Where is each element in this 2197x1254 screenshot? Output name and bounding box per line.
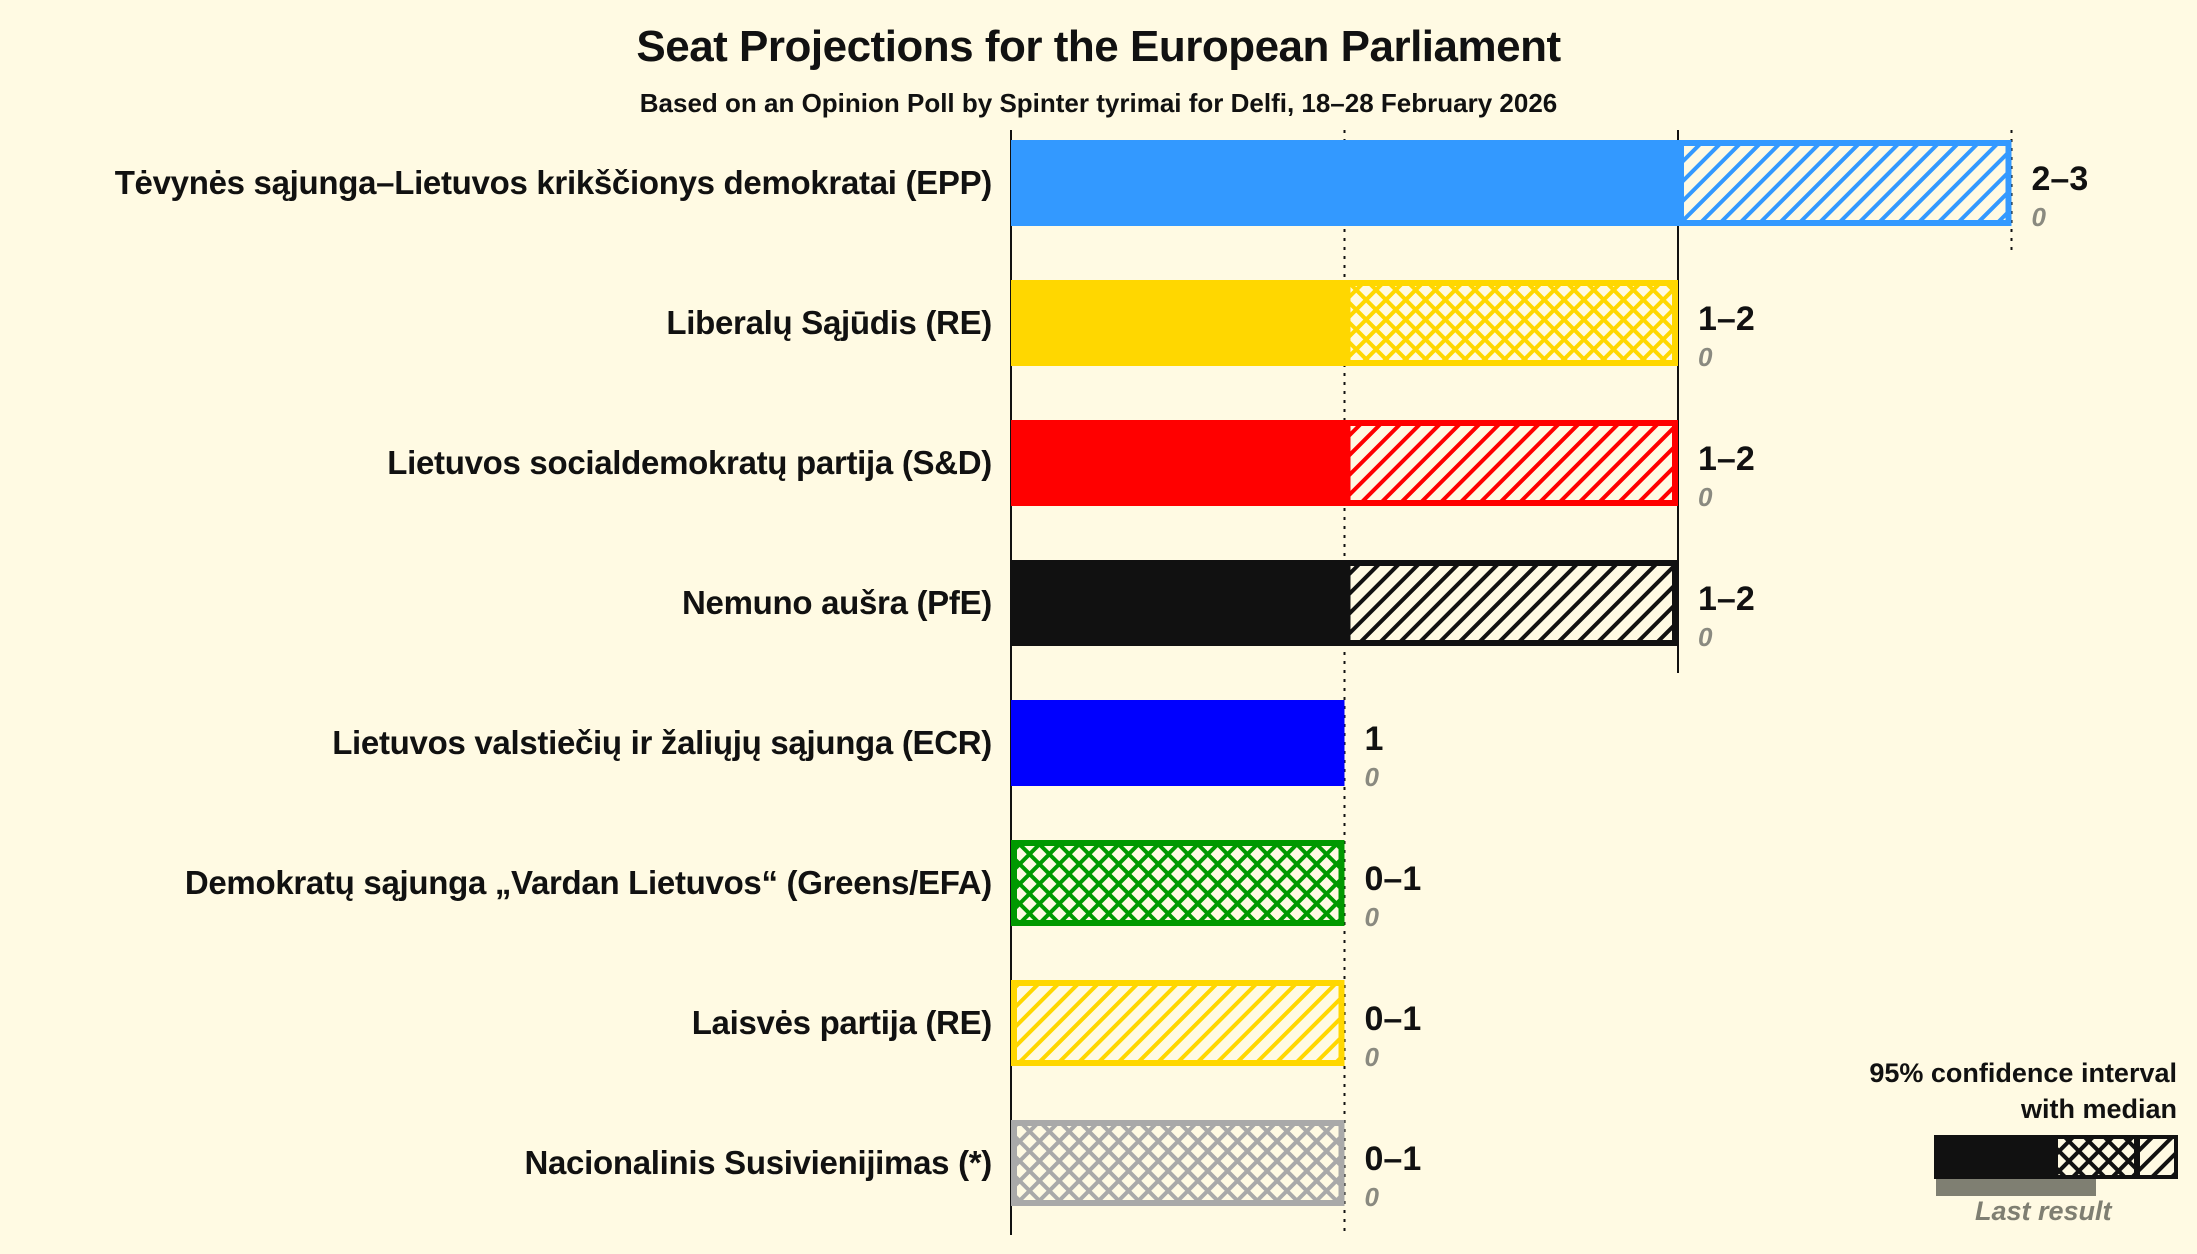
ci-lower-solid-bar — [1011, 420, 1345, 506]
legend-solid-bar — [1934, 1135, 2054, 1179]
last-result-label: 0 — [1698, 342, 1713, 372]
party-name-label: Demokratų sąjunga „Vardan Lietuvos“ (Gre… — [184, 864, 992, 901]
legend-line-1: 95% confidence interval — [1869, 1058, 2177, 1088]
last-result-label: 0 — [1698, 482, 1713, 512]
ci-lower-solid-bar — [1011, 140, 1678, 226]
party-name-label: Nacionalinis Susivienijimas (*) — [524, 1144, 992, 1181]
party-name-label: Liberalų Sąjūdis (RE) — [666, 304, 992, 341]
ci-to-median-crosshatch — [1011, 840, 1345, 926]
seat-range-label: 0–1 — [1364, 860, 1422, 898]
seat-range-label: 0–1 — [1364, 1000, 1422, 1038]
last-result-label: 0 — [1364, 1042, 1379, 1072]
party-bar-group — [1011, 1120, 1345, 1206]
party-bar-group — [1011, 420, 1678, 506]
party-bar-group — [1011, 980, 1345, 1066]
legend-hatch-bar — [2136, 1135, 2178, 1179]
median-to-ci-upper-hatch — [1344, 560, 1678, 646]
legend-crosshatch-bar — [2054, 1135, 2138, 1179]
party-bar-group — [1011, 700, 1345, 786]
party-bar-group — [1011, 280, 1678, 366]
party-bar-group — [1011, 140, 2012, 226]
party-bar-group — [1011, 560, 1678, 646]
party-name-label: Lietuvos socialdemokratų partija (S&D) — [387, 444, 992, 481]
legend-line-2: with median — [2020, 1094, 2177, 1124]
ci-lower-solid-bar — [1011, 560, 1345, 646]
legend-graphic — [1934, 1135, 2178, 1196]
median-to-ci-upper-hatch — [1344, 420, 1678, 506]
ci-to-median-crosshatch — [1011, 1120, 1345, 1206]
last-result-label: 0 — [1364, 902, 1379, 932]
party-name-label: Laisvės partija (RE) — [691, 1004, 993, 1041]
seat-range-label: 1–2 — [1698, 440, 1755, 478]
ci-to-median-crosshatch — [1344, 280, 1678, 366]
last-result-label: 0 — [2031, 202, 2046, 232]
legend-last-result-label: Last result — [1975, 1196, 2112, 1226]
last-result-label: 0 — [1364, 762, 1379, 792]
seat-range-label: 0–1 — [1364, 1140, 1422, 1178]
chart-subtitle: Based on an Opinion Poll by Spinter tyri… — [639, 88, 1558, 118]
seat-range-label: 1–2 — [1698, 580, 1755, 618]
last-result-label: 0 — [1364, 1182, 1379, 1212]
ci-lower-solid-bar — [1011, 700, 1345, 786]
chart-title: Seat Projections for the European Parlia… — [636, 22, 1561, 71]
seat-range-label: 2–3 — [2031, 160, 2089, 198]
legend-title: 95% confidence interval with median — [1869, 1055, 2177, 1127]
last-result-label: 0 — [1698, 622, 1713, 652]
median-to-ci-upper-hatch — [1011, 980, 1345, 1066]
party-bar-group — [1011, 840, 1345, 926]
seat-range-label: 1 — [1364, 720, 1384, 758]
ci-lower-solid-bar — [1011, 280, 1345, 366]
party-name-label: Lietuvos valstiečių ir žaliųjų sąjunga (… — [332, 724, 992, 761]
median-to-ci-upper-hatch — [1678, 140, 2012, 226]
seat-range-label: 1–2 — [1698, 300, 1755, 338]
party-name-label: Tėvynės sąjunga–Lietuvos krikščionys dem… — [114, 164, 993, 201]
legend-last-result-bar — [1936, 1178, 2096, 1196]
party-name-label: Nemuno aušra (PfE) — [682, 584, 992, 621]
bars — [1011, 140, 2012, 1206]
